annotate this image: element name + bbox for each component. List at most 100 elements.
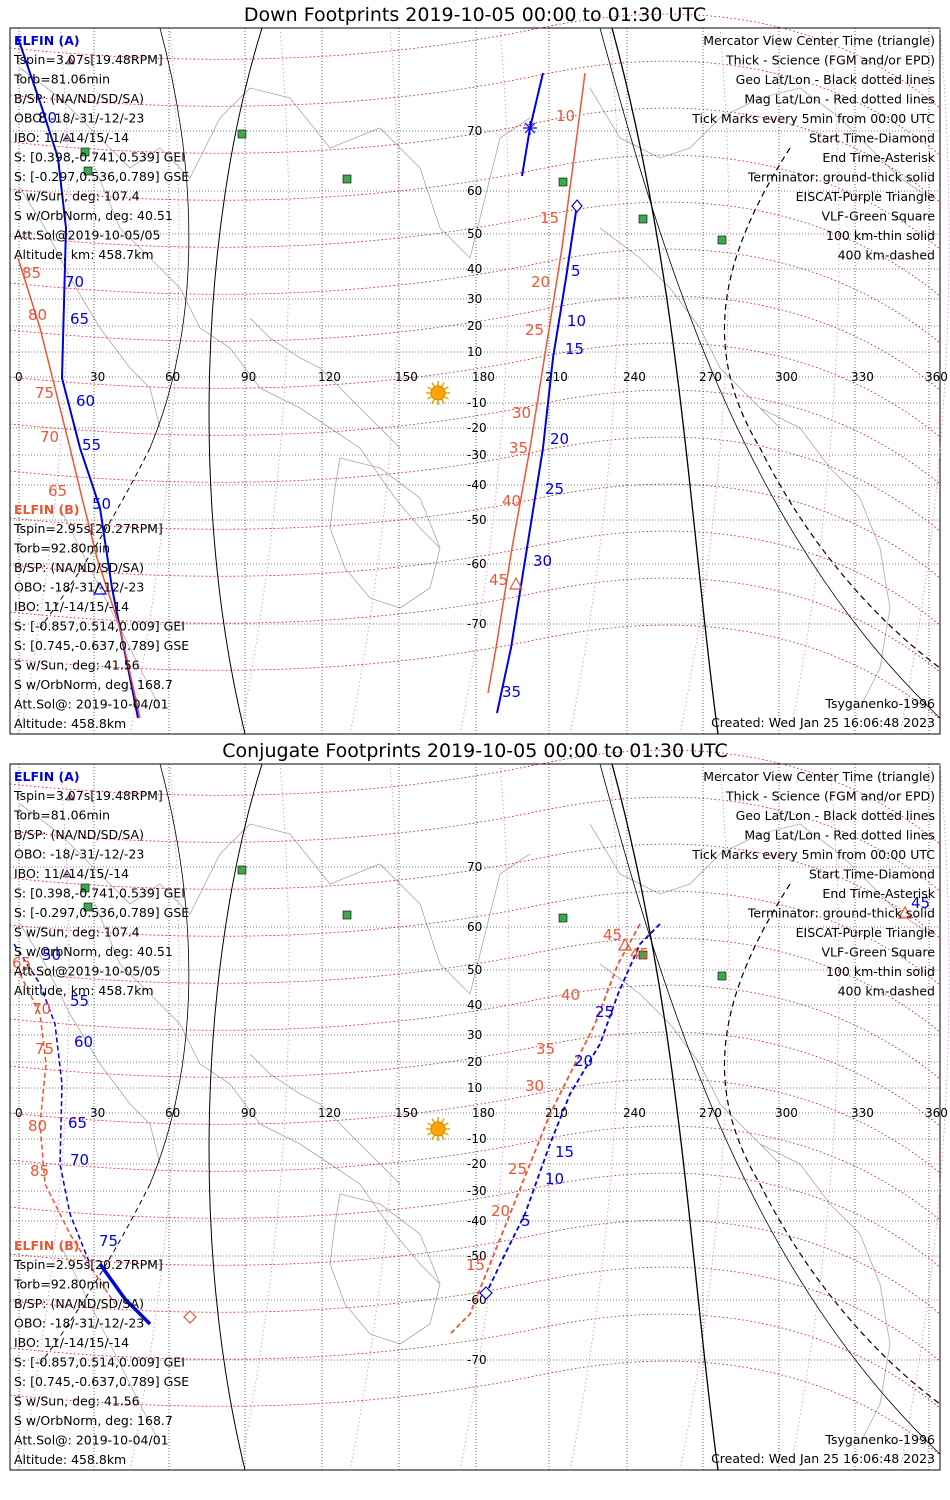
- elfin-a-tick-label: 65: [68, 1114, 87, 1132]
- lon-tick-label: 120: [318, 1106, 341, 1120]
- coastline-4: [589, 87, 931, 199]
- eiscat-triangle: [65, 792, 75, 801]
- coastline-7: [19, 187, 161, 429]
- vlf-station-square: [558, 913, 568, 923]
- legend-line: Geo Lat/Lon - Black dotted lines: [736, 808, 935, 823]
- created-timestamp: Created: Wed Jan 25 16:06:48 2023: [711, 1451, 935, 1466]
- elfin-a-track: [485, 923, 661, 1295]
- lon-tick-label: 210: [545, 1106, 568, 1120]
- coastline-0: [19, 803, 531, 995]
- elfin-a-tick-label: 25: [595, 1003, 614, 1021]
- elfin-b-info-line: S: [-0.857,0.514,0.009] GEI: [14, 1355, 185, 1370]
- legend-line: EISCAT-Purple Triangle: [796, 189, 936, 204]
- elfin-a-tick-label: 30: [533, 552, 552, 570]
- lon-tick-label: 0: [15, 370, 23, 384]
- terminator-line: [208, 763, 263, 1471]
- elfin-a-tick-label: 65: [70, 310, 89, 328]
- lon-tick-label: 60: [165, 370, 180, 384]
- coastline-0: [19, 67, 531, 259]
- elfin-b-tick-label: 45: [603, 926, 622, 944]
- elfin-a-info-line: S: [-0.297,0.536,0.789] GSE: [14, 905, 189, 920]
- mag-latitude-curve: [9, 201, 941, 297]
- coastline-6: [759, 407, 891, 709]
- elfin-a-info-line: Torb=81.06min: [13, 72, 110, 87]
- elfin-a-tick-label: 10: [545, 1170, 564, 1188]
- footprint-100km-line: [149, 27, 190, 449]
- elfin-b-tick-label: 70: [32, 1000, 51, 1018]
- elfin-a-tick-label: 20: [574, 1052, 593, 1070]
- down-footprints-map: 0 30 60 90 120 150 180 210 240 270 300 330 360 70 60 50…: [9, 13, 950, 735]
- coastline-3: [329, 1193, 441, 1345]
- elfin-a-info-line: OBO: -18/-31/-12/-23: [14, 111, 144, 126]
- lon-tick-label: 300: [775, 1106, 798, 1120]
- legend-line: Mercator View Center Time (triangle): [703, 769, 935, 784]
- lon-tick-label: 330: [851, 1106, 874, 1120]
- legend-line: Terminator: ground-thick solid: [747, 906, 935, 921]
- lon-tick-label: 360: [925, 1106, 948, 1120]
- lat-tick-label: -10: [467, 396, 487, 410]
- lon-tick-label: 240: [623, 1106, 646, 1120]
- lon-tick-label: 240: [623, 370, 646, 384]
- panel-title-down: Down Footprints 2019-10-05 00:00 to 01:3…: [243, 4, 707, 26]
- model-name: Tsyganenko-1996: [824, 696, 935, 711]
- vlf-station-square: [80, 147, 90, 157]
- lon-tick-label: 0: [15, 1106, 23, 1120]
- sun-icon: [426, 381, 450, 405]
- lon-tick-label: 150: [395, 1106, 418, 1120]
- elfin-a-tick-label: 70: [65, 273, 84, 291]
- sun-icon: [426, 1117, 450, 1141]
- lat-tick-label: -50: [467, 513, 487, 527]
- coastline-3: [329, 457, 441, 609]
- lon-tick-label: 360: [925, 370, 948, 384]
- map-frame: [9, 27, 941, 735]
- elfin-b-tick-label: 85: [30, 1162, 49, 1180]
- vlf-station-square: [237, 865, 247, 875]
- mag-latitude-curve: [9, 1313, 941, 1409]
- elfin-a-info-line: S w/OrbNorm, deg: 40.51: [14, 208, 173, 223]
- elfin-b-tick-label: 15: [540, 209, 559, 227]
- lon-tick-label: 180: [472, 1106, 495, 1120]
- elfin-b-info-line: Att.Sol@: 2019-10-04/01: [14, 697, 169, 712]
- legend-line: End Time-Asterisk: [822, 886, 935, 901]
- lat-tick-label: 10: [467, 1081, 482, 1095]
- elfin-a-tick-label: 80: [38, 109, 57, 127]
- lat-tick-label: 70: [467, 860, 482, 874]
- eiscat-triangle: [62, 133, 72, 142]
- footprint-400km-line: [39, 1183, 151, 1365]
- view-center-triangle: [897, 905, 913, 919]
- coastline-2: [249, 317, 401, 449]
- lon-tick-label: 300: [775, 370, 798, 384]
- legend-line: EISCAT-Purple Triangle: [796, 925, 936, 940]
- mag-latitude-curve: [9, 295, 941, 391]
- elfin-b-info-line: Tspin=2.95s[20.27RPM]: [13, 1257, 163, 1272]
- lon-tick-label: 30: [90, 1106, 105, 1120]
- legend-line: Geo Lat/Lon - Black dotted lines: [736, 72, 935, 87]
- elfin-b-tick-label: 65: [12, 954, 31, 972]
- elfin-b-info-line: Altitude: 458.8km: [14, 1452, 126, 1467]
- elfin-a-track: [496, 204, 578, 714]
- lat-tick-label: 30: [467, 1028, 482, 1042]
- elfin-b-info-line: S: [0.745,-0.637,0.789] GSE: [14, 1374, 189, 1389]
- lon-tick-label: 210: [545, 370, 568, 384]
- lat-tick-label: 70: [467, 124, 482, 138]
- coastline-1: [94, 903, 441, 1285]
- elfin-a-tick-label: 5: [521, 1212, 531, 1230]
- elfin-b-heading: ELFIN (B): [14, 502, 79, 517]
- terminator-line: [611, 763, 719, 1471]
- elfin-b-info-line: Tspin=2.95s[20.27RPM]: [13, 521, 163, 536]
- elfin-b-info-line: OBO: -18/-31/-12/-23: [14, 1316, 144, 1331]
- elfin-a-info-line: B/SP: (NA/ND/SD/SA): [14, 91, 144, 106]
- vlf-station-square: [342, 174, 352, 184]
- legend-line: 400 km-dashed: [838, 984, 935, 999]
- lon-tick-label: 30: [90, 370, 105, 384]
- elfin-a-tick-label: 10: [567, 312, 586, 330]
- footprint-tracks: 5 10 15 20 25 30 35 50 55 60 65 70 80 10 15 20 25 30 35 40 4…: [17, 37, 586, 719]
- coastlines: [19, 67, 931, 709]
- footprint-100km-line: [599, 763, 941, 1455]
- legend-line: Mag Lat/Lon - Red dotted lines: [744, 828, 935, 843]
- elfin-a-tick-label: 35: [502, 683, 521, 701]
- elfin-b-tick-label: 35: [536, 1040, 555, 1058]
- lat-tick-label: -40: [467, 478, 487, 492]
- footprint-tracks: 5 10 15 20 25 50 55 60 65 70 75 45 15 20 25 30 35 40 45 65 7…: [12, 894, 930, 1335]
- elfin-b-track: [17, 257, 141, 719]
